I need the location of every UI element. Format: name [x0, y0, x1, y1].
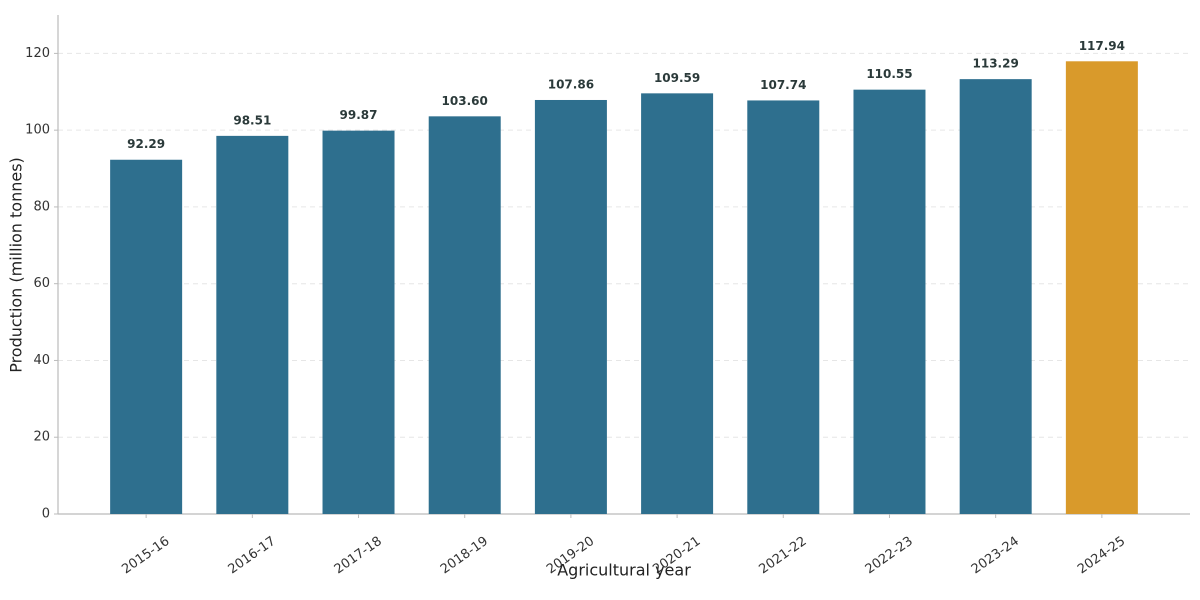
y-tick-label: 0 [42, 507, 50, 522]
value-label: 109.59 [654, 71, 700, 85]
value-label: 107.74 [760, 78, 806, 92]
y-tick-label: 40 [33, 353, 50, 368]
bar [534, 99, 607, 515]
value-label: 92.29 [127, 137, 165, 151]
x-tick-label: 2021-22 [756, 534, 809, 577]
x-axis-title: Agricultural year [557, 561, 691, 580]
y-axis-title: Production (million tonnes) [7, 157, 26, 373]
x-tick-label: 2022-23 [863, 534, 916, 577]
x-tick-label: 2023-24 [969, 534, 1022, 577]
y-tick-label: 120 [25, 46, 50, 61]
bar [747, 100, 820, 514]
value-label: 110.55 [866, 67, 912, 81]
value-label: 103.60 [442, 94, 488, 108]
bar [322, 130, 395, 515]
x-tick-label: 2016-17 [226, 534, 279, 577]
value-label: 98.51 [233, 113, 271, 127]
x-tick-label: 2015-16 [119, 534, 172, 577]
value-label: 99.87 [340, 108, 378, 122]
bar [428, 116, 501, 514]
bar [959, 79, 1032, 515]
bar [110, 159, 183, 514]
x-tick-label: 2017-18 [332, 534, 385, 577]
value-label: 117.94 [1079, 39, 1125, 53]
value-label: 113.29 [973, 57, 1019, 71]
x-tick-label: 2018-19 [438, 534, 491, 577]
x-tick-label: 2024-25 [1075, 534, 1128, 577]
value-label: 107.86 [548, 77, 594, 91]
y-tick-label: 100 [25, 123, 50, 138]
bar [641, 93, 714, 514]
y-tick-label: 80 [33, 199, 50, 214]
bar [1065, 61, 1138, 515]
y-tick-label: 20 [33, 430, 50, 445]
y-tick-label: 60 [33, 276, 50, 291]
bar [216, 135, 289, 514]
bar [853, 89, 926, 514]
